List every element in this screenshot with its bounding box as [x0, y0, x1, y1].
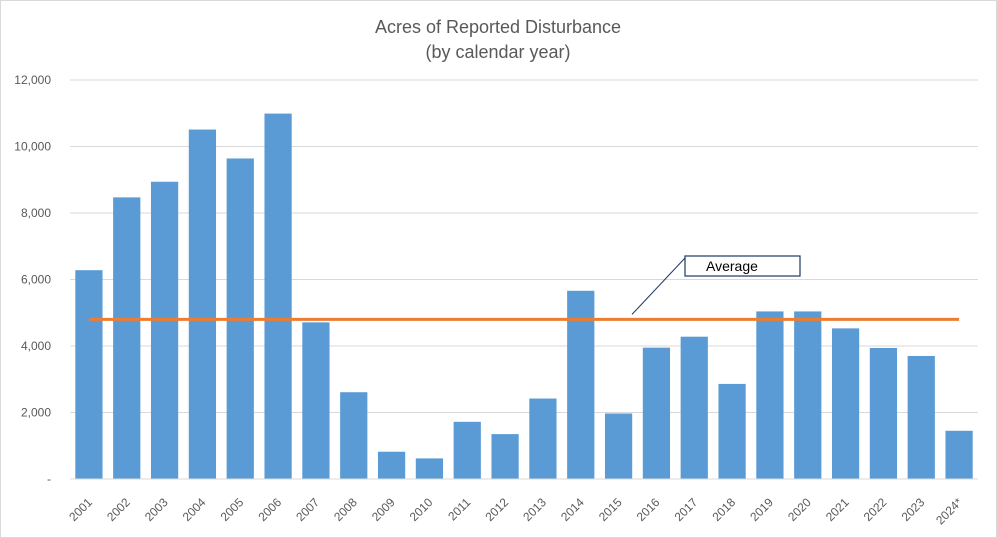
bar	[491, 434, 519, 479]
x-tick-label: 2012	[482, 495, 511, 524]
x-tick-label: 2005	[218, 495, 247, 524]
x-tick-label: 2017	[672, 495, 701, 524]
y-tick-label: 12,000	[14, 73, 51, 87]
x-axis-ticks: 2001 2002 2003 2004 2005 2006 2007 2008 2009 2010…	[66, 495, 965, 527]
x-tick-label: 2009	[369, 495, 398, 524]
bar	[113, 197, 141, 479]
average-callout-label: Average	[706, 258, 758, 274]
bar	[869, 347, 898, 479]
bar	[188, 129, 217, 480]
bar	[415, 458, 444, 479]
x-tick-label: 2019	[747, 495, 776, 524]
bar	[150, 181, 179, 479]
x-tick-label: 2008	[331, 495, 360, 524]
y-tick-label: 2,000	[21, 406, 51, 420]
x-tick-label: 2021	[823, 495, 852, 524]
bar	[377, 451, 406, 479]
x-tick-label: 2010	[407, 495, 436, 524]
x-tick-label: 2011	[445, 495, 473, 523]
x-tick-label: 2018	[709, 495, 738, 524]
bar	[264, 113, 292, 480]
bar	[340, 392, 368, 479]
average-callout-leader	[631, 257, 686, 315]
x-tick-label: 2001	[66, 495, 95, 524]
bar	[756, 311, 784, 479]
x-tick-label: 2003	[142, 495, 171, 524]
bar	[680, 336, 708, 479]
average-callout-box	[684, 255, 801, 277]
x-tick-label: 2022	[861, 495, 890, 524]
x-tick-label: 2024*	[933, 495, 965, 527]
x-tick-label: 2007	[293, 495, 322, 524]
chart-title: Acres of Reported Disturbance	[375, 17, 621, 37]
y-tick-label: -	[47, 472, 51, 486]
y-axis-ticks: - 2,000 4,000 6,000 8,000 10,000 12,000	[14, 73, 51, 486]
average-callout: Average	[631, 255, 801, 315]
bar	[642, 347, 671, 479]
bar	[75, 270, 103, 479]
y-tick-label: 10,000	[14, 140, 51, 154]
x-tick-label: 2013	[520, 495, 549, 524]
gridlines	[70, 79, 978, 413]
bar	[529, 398, 557, 479]
x-tick-label: 2014	[558, 495, 587, 524]
x-tick-label: 2020	[785, 495, 814, 524]
bar	[567, 290, 595, 479]
x-tick-label: 2023	[899, 495, 928, 524]
x-tick-label: 2006	[255, 495, 284, 524]
bars	[75, 113, 973, 480]
x-tick-label: 2016	[634, 495, 663, 524]
bar	[794, 311, 822, 479]
bar	[907, 355, 935, 479]
bar	[302, 322, 330, 479]
x-tick-label: 2002	[104, 495, 133, 524]
x-tick-label: 2015	[596, 495, 625, 524]
y-tick-label: 6,000	[21, 273, 51, 287]
bar	[945, 430, 973, 479]
y-tick-label: 8,000	[21, 206, 51, 220]
bar	[604, 413, 633, 479]
x-tick-label: 2004	[180, 495, 209, 524]
chart-subtitle: (by calendar year)	[425, 42, 570, 62]
bar	[831, 328, 860, 479]
bar	[718, 383, 746, 479]
y-tick-label: 4,000	[21, 339, 51, 353]
bar	[453, 421, 481, 479]
